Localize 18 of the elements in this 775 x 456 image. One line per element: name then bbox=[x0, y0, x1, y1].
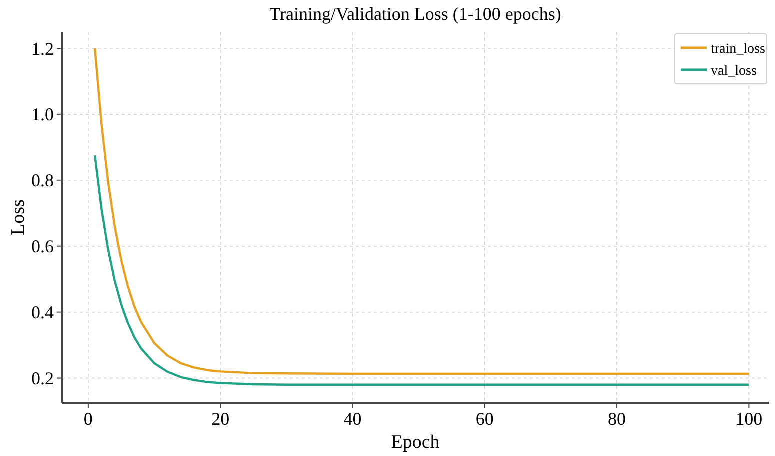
y-tick-label: 0.6 bbox=[32, 236, 54, 257]
y-axis-title: Loss bbox=[8, 200, 29, 236]
legend-label: val_loss bbox=[711, 64, 757, 79]
x-tick-label: 80 bbox=[608, 409, 626, 429]
y-tick-label: 1.0 bbox=[32, 104, 54, 125]
x-tick-label: 0 bbox=[84, 409, 93, 429]
y-tick-label: 0.8 bbox=[32, 170, 54, 191]
x-axis-title: Epoch bbox=[391, 432, 440, 453]
line-series bbox=[94, 154, 750, 386]
chart-title: Training/Validation Loss (1-100 epochs) bbox=[270, 4, 562, 24]
y-tick-label: 0.4 bbox=[32, 302, 54, 323]
y-tick-label: 1.2 bbox=[32, 38, 54, 59]
legend-label: train_loss bbox=[711, 42, 766, 57]
x-tick-label: 60 bbox=[476, 409, 494, 429]
x-tick-label: 40 bbox=[344, 409, 362, 429]
x-tick-label: 20 bbox=[212, 409, 230, 429]
y-tick-label: 0.2 bbox=[32, 368, 54, 389]
x-tick-label: 100 bbox=[736, 409, 763, 429]
